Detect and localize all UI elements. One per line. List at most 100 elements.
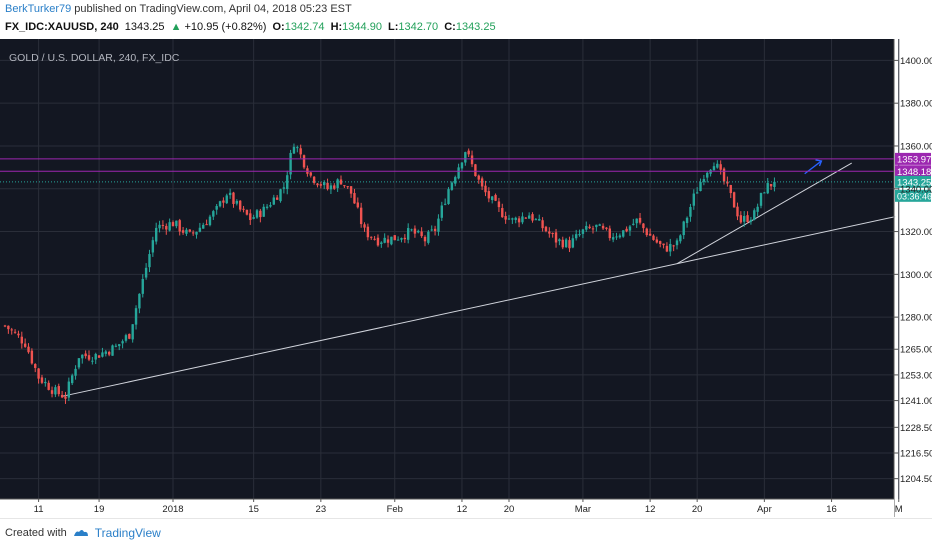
candle-body [3,325,7,327]
candle-body [773,181,776,188]
candle-body [346,186,349,188]
candle-body [544,226,548,232]
candle-body [753,210,756,220]
candle-body [595,224,598,228]
candle-body [494,194,497,201]
candle-body [695,192,699,194]
candle-body [178,220,181,232]
candle-body [343,185,346,187]
candle-body [252,217,255,219]
y-tick-label: 1340.00 [900,184,932,195]
candle-body [655,239,659,243]
symbol-label: FX_IDC:XAUUSD, 240 [5,21,119,33]
candle-body [188,229,191,232]
candle-body [561,239,564,248]
y-axis[interactable]: 1400.00 1380.00 1360.00 1340.00 1320.00 1300.… [893,39,932,517]
candle-body [232,192,235,204]
y-tick-label: 1204.50 [900,474,932,485]
candle-body [245,209,249,215]
candle-body [571,238,575,248]
candle-body [262,206,265,217]
candle-body [165,225,168,230]
close-value: 1343.25 [455,21,496,33]
symbol-legend: FX_IDC:XAUUSD, 240 1343.25 ▲ +10.95 (+0.8… [5,21,499,33]
candle-body [504,216,507,220]
candle-body [514,217,517,220]
x-axis[interactable]: 11 19 2018 15 23 Feb 12 20 Mar 12 20 Apr 16 M [0,498,903,517]
trendline [676,162,852,265]
candle-body [682,221,685,236]
candle-body [67,381,71,398]
candle-body [430,229,433,231]
tradingview-brand-link[interactable]: TradingView [94,526,161,540]
candle-body [336,179,339,189]
x-axis-band [0,499,894,517]
low-label: L: [388,21,399,33]
candle-body [669,244,672,252]
candle-body [534,219,538,221]
candle-body [564,239,568,248]
candle-body [101,352,104,357]
candle-body [625,228,628,232]
y-tick-label: 1228.50 [900,423,932,434]
candle-body [642,223,645,229]
candle-body [359,207,363,225]
candle-body [440,205,443,218]
x-tick-label: 16 [826,504,837,515]
candle-body [370,236,373,238]
candle-body [417,230,420,233]
candle-body [131,324,134,340]
candle-body [195,231,198,235]
candle-body [484,185,487,193]
open-label: O: [272,21,285,33]
candle-body [746,215,749,223]
candle-body [215,206,218,210]
candle-body [551,232,554,234]
candle-body [81,354,84,359]
candle-body [292,146,296,154]
candle-body [282,187,286,189]
candle-body [158,224,161,229]
candle-body [393,235,396,241]
candle-body [181,230,185,233]
candle-body [168,222,171,231]
candle-body [470,155,474,165]
candles [3,143,776,404]
candle-body [376,237,380,246]
candle-body [339,179,343,185]
candle-body [296,147,299,149]
candle-body [450,182,454,190]
candle-body [356,202,359,208]
candle-body [333,185,336,189]
candle-body [524,217,527,219]
candle-body [732,192,736,208]
candle-body [34,364,37,368]
candle-body [155,227,158,242]
x-tick-label: M [895,504,903,515]
author-link[interactable]: BerkTurker79 [5,3,72,15]
candle-body [239,200,242,210]
candle-body [420,231,423,237]
candle-body [390,236,393,245]
candle-body [202,224,205,229]
candle-body [265,206,269,208]
candle-body [212,211,215,217]
candle-body [50,390,54,394]
low-value: 1342.70 [398,21,439,33]
candle-body [71,375,74,384]
candle-body [269,205,272,207]
candle-body [433,228,437,232]
candle-body [326,182,329,190]
candle-body [77,358,81,368]
candle-body [380,242,383,244]
candle-body [97,355,101,358]
candle-body [726,181,729,184]
last-price: 1343.25 [124,21,165,33]
candle-body [403,237,407,240]
candle-body [618,235,622,238]
candle-body [585,225,588,230]
y-tick-label: 1360.00 [900,141,932,152]
x-tick-label: Feb [387,504,403,515]
